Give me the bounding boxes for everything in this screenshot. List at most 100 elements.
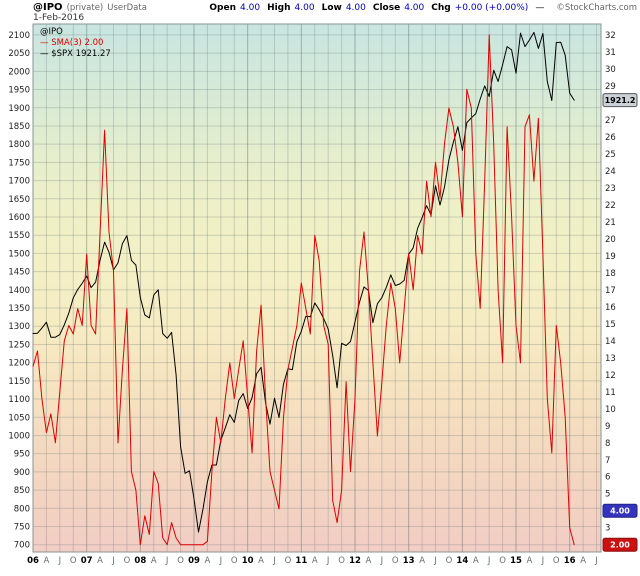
legend-sma-label: SMA(3) 2.00: [51, 38, 104, 48]
x-axis-tick-label: J: [487, 556, 491, 566]
left-axis-tick-label: 1150: [8, 377, 30, 387]
sma-line-swatch-icon: —: [40, 38, 49, 48]
chart-header: @IPO (private) UserData Open 4.00 High 4…: [33, 2, 637, 23]
legend-spx-row: — $SPX 1921.27: [40, 49, 111, 60]
x-axis-tick-label: A: [205, 556, 211, 566]
x-axis-tick-label: 10: [242, 556, 254, 566]
left-axis-tick-label: 1050: [8, 413, 30, 423]
left-axis-tick-label: 1650: [8, 195, 30, 205]
x-axis-tick-label: J: [541, 556, 545, 566]
x-axis-tick-label: J: [272, 556, 276, 566]
open-label: Open: [209, 3, 237, 13]
right-axis-tick-label: 12: [605, 371, 616, 381]
left-axis-tick-label: 1800: [8, 140, 30, 150]
spx-line-swatch-icon: —: [40, 49, 49, 59]
x-axis-tick-label: O: [392, 556, 399, 566]
x-axis-tick-label: A: [44, 556, 50, 566]
x-axis-tick-label: J: [594, 556, 598, 566]
x-axis-tick-label: A: [151, 556, 157, 566]
x-axis-tick-label: J: [433, 556, 437, 566]
left-axis-tick-label: 1250: [8, 340, 30, 350]
x-axis-tick-label: O: [70, 556, 77, 566]
low-value: 4.00: [345, 3, 366, 13]
x-axis-tick-label: A: [366, 556, 372, 566]
left-axis-tick-label: 1450: [8, 268, 30, 278]
x-axis-tick-label: O: [553, 556, 560, 566]
x-axis-tick-label: A: [580, 556, 586, 566]
stockcharts-brand: ©StockCharts.com: [556, 3, 637, 13]
plot-border: [32, 23, 602, 553]
x-axis-tick-label: 09: [188, 556, 200, 566]
left-axis-tick-label: 900: [14, 468, 30, 478]
left-axis-tick-label: 1900: [8, 104, 30, 114]
left-axis-tick-label: 1300: [8, 322, 30, 332]
price-box-label: 1921.2: [605, 96, 636, 105]
right-axis-tick-label: 27: [605, 116, 616, 126]
right-axis-tick-label: 19: [605, 252, 616, 262]
price-box: [602, 93, 638, 108]
x-axis-tick-label: 07: [81, 556, 93, 566]
x-axis-tick-label: J: [111, 556, 115, 566]
left-axis-tick-label: 1100: [8, 395, 30, 405]
right-axis-tick-label: 24: [605, 167, 616, 177]
x-axis-tick-label: 15: [510, 556, 522, 566]
x-axis-tick-label: O: [177, 556, 184, 566]
x-axis-tick-label: A: [97, 556, 103, 566]
x-axis-tick-label: J: [219, 556, 223, 566]
series-spx: [32, 31, 575, 533]
left-axis-tick-label: 1500: [8, 249, 30, 259]
left-axis-tick-label: 1600: [8, 213, 30, 223]
left-axis-tick-label: 1000: [8, 431, 30, 441]
right-axis-tick-label: 17: [605, 286, 616, 296]
right-axis-tick-label: 31: [605, 48, 616, 58]
right-axis-tick-label: 6: [605, 473, 610, 483]
x-axis-tick-label: 12: [349, 556, 361, 566]
left-axis-tick-label: 750: [14, 523, 30, 533]
legend-symbol: @IPO: [40, 27, 63, 37]
legend-sma-row: — SMA(3) 2.00: [40, 38, 111, 49]
low-label: Low: [321, 3, 342, 13]
x-axis-tick-label: O: [285, 556, 292, 566]
header-row-2: 1-Feb-2016: [33, 13, 637, 23]
legend-title: @IPO: [40, 27, 111, 38]
right-axis-tick-label: 32: [605, 31, 616, 41]
x-axis-tick-label: O: [338, 556, 345, 566]
x-axis-tick-label: 14: [456, 556, 468, 566]
left-axis-tick-label: 1350: [8, 304, 30, 314]
left-axis-tick-label: 1700: [8, 177, 30, 187]
left-axis-tick-label: 1200: [8, 359, 30, 369]
right-axis-tick-label: 21: [605, 218, 616, 228]
dataset-label: UserData: [107, 3, 147, 13]
right-axis-tick-label: 7: [605, 456, 610, 466]
right-axis-tick-label: 3: [605, 524, 610, 534]
x-axis-tick-label: J: [165, 556, 169, 566]
symbol-label: @IPO: [33, 2, 63, 13]
x-axis-tick-label: J: [380, 556, 384, 566]
right-axis-tick-label: 9: [605, 422, 610, 432]
x-axis-tick-label: A: [473, 556, 479, 566]
left-axis-tick-label: 2000: [8, 67, 30, 77]
right-axis-tick-label: 13: [605, 354, 616, 364]
series-ipo-sma: [32, 34, 575, 546]
x-axis-tick-label: J: [58, 556, 62, 566]
x-axis-tick-label: O: [124, 556, 131, 566]
x-axis-tick-label: A: [527, 556, 533, 566]
left-axis-tick-label: 1400: [8, 286, 30, 296]
right-axis-tick-label: 5: [605, 490, 610, 500]
right-axis-tick-label: 15: [605, 320, 616, 330]
right-axis-tick-label: 10: [605, 405, 616, 415]
left-axis-tick-label: 800: [14, 504, 30, 514]
x-axis-tick-label: 11: [295, 556, 307, 566]
x-axis-tick-label: A: [419, 556, 425, 566]
right-axis-tick-label: 14: [605, 337, 616, 347]
x-axis-tick-label: 13: [403, 556, 415, 566]
x-axis-tick-label: A: [312, 556, 318, 566]
x-axis-tick-label: O: [446, 556, 453, 566]
right-axis-tick-label: 29: [605, 82, 616, 92]
left-axis-tick-label: 1750: [8, 158, 30, 168]
x-axis-tick-label: 16: [564, 556, 576, 566]
price-box-label: 2.00: [610, 541, 630, 550]
right-axis-tick-label: 20: [605, 235, 616, 245]
right-axis-tick-label: 16: [605, 303, 616, 313]
